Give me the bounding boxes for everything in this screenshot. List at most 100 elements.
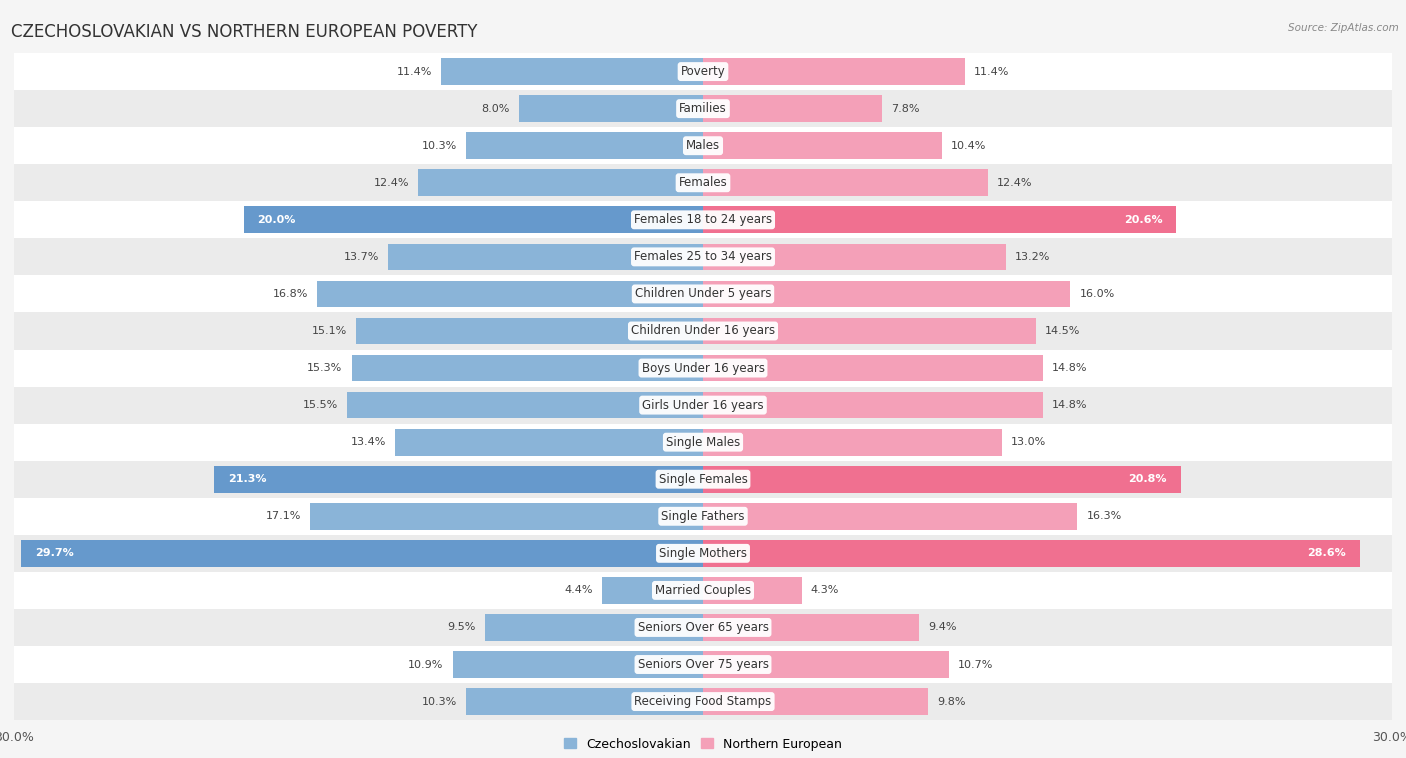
Bar — [703, 651, 949, 678]
Bar — [14, 90, 1392, 127]
Text: 13.0%: 13.0% — [1011, 437, 1046, 447]
Bar — [14, 535, 1392, 572]
Bar — [14, 387, 1392, 424]
Text: 13.2%: 13.2% — [1015, 252, 1050, 262]
Legend: Czechoslovakian, Northern European: Czechoslovakian, Northern European — [564, 738, 842, 750]
Bar — [703, 503, 1077, 530]
Text: 16.0%: 16.0% — [1080, 289, 1115, 299]
Text: 12.4%: 12.4% — [997, 178, 1032, 188]
Bar — [14, 498, 1392, 535]
Bar — [602, 577, 703, 603]
Text: 20.8%: 20.8% — [1129, 475, 1167, 484]
Text: Single Females: Single Females — [658, 473, 748, 486]
Bar — [441, 58, 703, 85]
Text: 12.4%: 12.4% — [374, 178, 409, 188]
Text: 10.3%: 10.3% — [422, 697, 457, 706]
Bar — [14, 53, 1392, 90]
Text: 10.9%: 10.9% — [408, 659, 443, 669]
Text: 9.8%: 9.8% — [938, 697, 966, 706]
Text: Girls Under 16 years: Girls Under 16 years — [643, 399, 763, 412]
Text: 20.0%: 20.0% — [257, 215, 295, 225]
Bar — [243, 206, 703, 233]
Text: 10.7%: 10.7% — [957, 659, 993, 669]
Text: 9.5%: 9.5% — [447, 622, 475, 632]
Bar — [703, 688, 928, 715]
Bar — [703, 355, 1043, 381]
Bar — [519, 96, 703, 122]
Text: 7.8%: 7.8% — [891, 104, 920, 114]
Text: 15.5%: 15.5% — [302, 400, 337, 410]
Text: 20.6%: 20.6% — [1123, 215, 1163, 225]
Text: 28.6%: 28.6% — [1308, 548, 1346, 559]
Bar — [703, 280, 1070, 307]
Text: Receiving Food Stamps: Receiving Food Stamps — [634, 695, 772, 708]
Bar — [14, 127, 1392, 164]
Bar — [418, 170, 703, 196]
Bar — [14, 238, 1392, 275]
Bar — [14, 164, 1392, 202]
Bar — [703, 170, 988, 196]
Text: CZECHOSLOVAKIAN VS NORTHERN EUROPEAN POVERTY: CZECHOSLOVAKIAN VS NORTHERN EUROPEAN POV… — [11, 23, 478, 41]
Bar — [703, 133, 942, 159]
Bar — [703, 577, 801, 603]
Text: Seniors Over 75 years: Seniors Over 75 years — [637, 658, 769, 671]
Bar — [703, 614, 920, 641]
Bar — [21, 540, 703, 567]
Text: Married Couples: Married Couples — [655, 584, 751, 597]
Bar — [453, 651, 703, 678]
Bar — [703, 96, 882, 122]
Bar — [467, 133, 703, 159]
Bar — [14, 349, 1392, 387]
Text: Females 25 to 34 years: Females 25 to 34 years — [634, 250, 772, 263]
Text: Females 18 to 24 years: Females 18 to 24 years — [634, 213, 772, 227]
Bar — [318, 280, 703, 307]
Bar — [14, 275, 1392, 312]
Bar — [14, 646, 1392, 683]
Bar — [703, 58, 965, 85]
Text: 14.5%: 14.5% — [1045, 326, 1081, 336]
Bar — [703, 392, 1043, 418]
Text: 15.3%: 15.3% — [307, 363, 343, 373]
Text: 21.3%: 21.3% — [228, 475, 266, 484]
Text: Children Under 16 years: Children Under 16 years — [631, 324, 775, 337]
Text: Males: Males — [686, 139, 720, 152]
Text: Single Fathers: Single Fathers — [661, 510, 745, 523]
Text: Single Males: Single Males — [666, 436, 740, 449]
Text: Families: Families — [679, 102, 727, 115]
Bar — [703, 466, 1181, 493]
Text: Single Mothers: Single Mothers — [659, 547, 747, 560]
Bar — [703, 243, 1007, 270]
Bar — [485, 614, 703, 641]
Bar — [14, 572, 1392, 609]
Bar — [395, 429, 703, 456]
Bar — [14, 683, 1392, 720]
Text: 9.4%: 9.4% — [928, 622, 956, 632]
Bar — [214, 466, 703, 493]
Bar — [356, 318, 703, 344]
Text: Seniors Over 65 years: Seniors Over 65 years — [637, 621, 769, 634]
Text: 13.4%: 13.4% — [350, 437, 387, 447]
Text: 17.1%: 17.1% — [266, 512, 301, 522]
Text: 4.3%: 4.3% — [811, 585, 839, 595]
Text: 10.4%: 10.4% — [950, 141, 987, 151]
Text: 16.3%: 16.3% — [1087, 512, 1122, 522]
Text: 14.8%: 14.8% — [1052, 363, 1088, 373]
Text: 13.7%: 13.7% — [344, 252, 380, 262]
Text: Children Under 5 years: Children Under 5 years — [634, 287, 772, 300]
Bar — [388, 243, 703, 270]
Text: 16.8%: 16.8% — [273, 289, 308, 299]
Bar — [14, 202, 1392, 238]
Bar — [347, 392, 703, 418]
Text: 4.4%: 4.4% — [564, 585, 593, 595]
Text: 14.8%: 14.8% — [1052, 400, 1088, 410]
Bar — [14, 461, 1392, 498]
Text: 8.0%: 8.0% — [482, 104, 510, 114]
Text: 11.4%: 11.4% — [396, 67, 432, 77]
Bar — [14, 424, 1392, 461]
Text: Boys Under 16 years: Boys Under 16 years — [641, 362, 765, 374]
Text: 15.1%: 15.1% — [312, 326, 347, 336]
Text: Source: ZipAtlas.com: Source: ZipAtlas.com — [1288, 23, 1399, 33]
Text: 29.7%: 29.7% — [35, 548, 73, 559]
Bar — [14, 312, 1392, 349]
Bar — [311, 503, 703, 530]
